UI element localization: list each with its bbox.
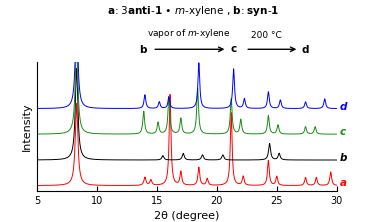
Y-axis label: Intensity: Intensity — [21, 102, 31, 151]
Text: vapor of $\mathit{m}$-xylene: vapor of $\mathit{m}$-xylene — [147, 27, 230, 40]
X-axis label: 2θ (degree): 2θ (degree) — [154, 211, 219, 221]
Text: $\mathbf{b}$: $\mathbf{b}$ — [139, 43, 148, 55]
Text: b: b — [340, 153, 347, 163]
Text: d: d — [340, 102, 347, 112]
Text: a: a — [340, 178, 347, 188]
Text: 200 °C: 200 °C — [251, 31, 282, 40]
Text: $\mathbf{d}$: $\mathbf{d}$ — [301, 43, 310, 55]
Text: c: c — [340, 127, 346, 137]
Text: $\mathbf{c}$: $\mathbf{c}$ — [229, 44, 237, 54]
Text: $\mathbf{a}$: 3$\mathit{\mathbf{anti}}$-$\mathbf{1}$ $\bullet$ $\mathit{m}$-xyle: $\mathbf{a}$: 3$\mathit{\mathbf{anti}}$-… — [107, 4, 279, 18]
